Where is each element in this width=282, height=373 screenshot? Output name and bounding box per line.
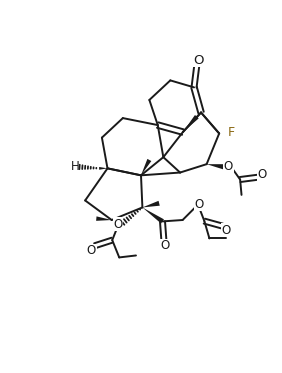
- Polygon shape: [207, 164, 225, 170]
- Text: O: O: [194, 198, 203, 211]
- Text: O: O: [224, 160, 233, 173]
- Text: F: F: [227, 126, 234, 140]
- Polygon shape: [142, 201, 160, 207]
- Polygon shape: [142, 207, 164, 223]
- Polygon shape: [141, 159, 151, 175]
- Polygon shape: [96, 216, 112, 221]
- Text: O: O: [193, 53, 204, 66]
- Polygon shape: [183, 115, 199, 132]
- Text: O: O: [258, 168, 267, 181]
- Text: O: O: [222, 223, 231, 236]
- Text: O: O: [113, 218, 122, 231]
- Text: H: H: [71, 160, 80, 173]
- Polygon shape: [99, 167, 107, 170]
- Text: O: O: [161, 239, 170, 253]
- Text: O: O: [87, 244, 96, 257]
